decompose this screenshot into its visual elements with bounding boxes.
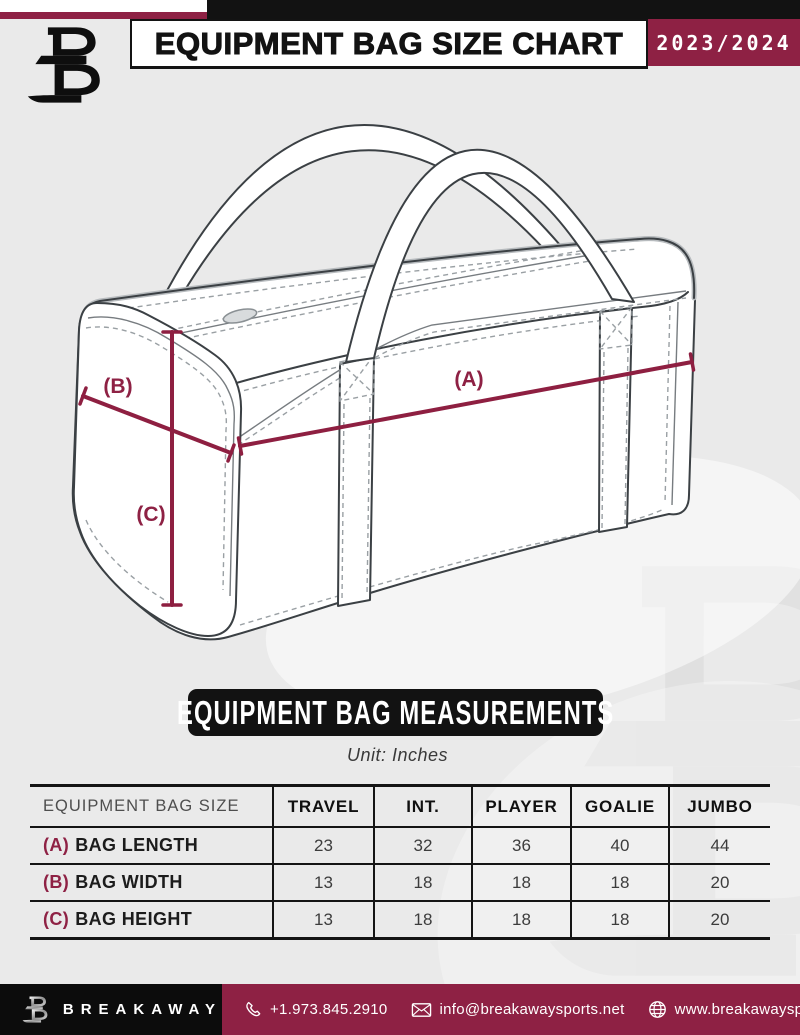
envelope-icon: [411, 1002, 431, 1017]
value-cell-height-int: 18: [373, 900, 471, 937]
value-cell-length-jumbo: 44: [668, 826, 770, 863]
measurement-arrow-a: [238, 360, 694, 448]
value-cell-height-travel: 13: [272, 900, 373, 937]
zipper-pull: [222, 308, 258, 324]
value-cell-height-goalie: 18: [570, 900, 668, 937]
brand-name: BREAKAWAY: [62, 1001, 222, 1018]
top-strip-maroon: [0, 12, 207, 19]
value-cell-length-player: 36: [471, 826, 570, 863]
top-bar-black: [207, 0, 800, 19]
measurement-label-c: (C): [136, 503, 165, 526]
title-box: EQUIPMENT BAG SIZE CHART: [130, 19, 648, 69]
phone-contact: +1.973.845.2910: [244, 1001, 388, 1018]
website-contact: www.breakawaysports.net: [648, 1000, 800, 1019]
unit-label: Unit: Inches: [346, 745, 449, 765]
phone-number[interactable]: +1.973.845.2910: [270, 1001, 388, 1018]
season-label: 2023/2024: [656, 30, 792, 55]
column-header-int: INT.: [373, 787, 471, 826]
website-url[interactable]: www.breakawaysports.net: [674, 1001, 800, 1018]
phone-icon: [246, 1001, 261, 1017]
value-cell-length-travel: 23: [272, 826, 373, 863]
row-label-bag-height: (C) BAG HEIGHT: [30, 900, 272, 937]
row-label-bag-width: (B) BAG WIDTH: [30, 863, 272, 900]
footer-brand-block: BREAKAWAY: [0, 984, 222, 1035]
measurement-arrow-b: [81, 394, 233, 455]
value-cell-length-int: 32: [373, 826, 471, 863]
email-contact: info@breakawaysports.net: [411, 1001, 625, 1018]
top-strip-white: [0, 0, 207, 12]
column-header-player: PLAYER: [471, 787, 570, 826]
footer-bar: BREAKAWAY +1.973.845.2910 info@breakaway…: [0, 984, 800, 1035]
measurement-label-b: (B): [103, 375, 132, 398]
value-cell-width-goalie: 18: [570, 863, 668, 900]
value-cell-width-player: 18: [471, 863, 570, 900]
measurement-label-a: (A): [454, 368, 483, 391]
row-label-bag-length: (A) BAG LENGTH: [30, 826, 272, 863]
value-cell-height-player: 18: [471, 900, 570, 937]
value-cell-width-jumbo: 20: [668, 863, 770, 900]
footer-contact-block: +1.973.845.2910 info@breakawaysports.net…: [222, 984, 800, 1035]
globe-icon: [648, 1001, 666, 1018]
row-prefix-c: (C): [43, 909, 70, 929]
value-cell-length-goalie: 40: [570, 826, 668, 863]
column-header-jumbo: JUMBO: [668, 787, 770, 826]
value-cell-width-travel: 13: [272, 863, 373, 900]
email-address[interactable]: info@breakawaysports.net: [439, 1001, 625, 1018]
table-size-header: EQUIPMENT BAG SIZE: [43, 797, 240, 815]
column-header-travel: TRAVEL: [272, 787, 373, 826]
page-title: EQUIPMENT BAG SIZE CHART: [154, 25, 624, 61]
value-cell-height-jumbo: 20: [668, 900, 770, 937]
row-prefix-a: (A): [43, 835, 70, 855]
section-banner: EQUIPMENT BAG MEASUREMENTS: [177, 689, 613, 736]
column-header-goalie: GOALIE: [570, 787, 668, 826]
value-cell-width-int: 18: [373, 863, 471, 900]
brand-logo-icon: [27, 27, 100, 103]
size-table: EQUIPMENT BAG SIZE TRAVEL INT. PLAYER GO…: [30, 784, 770, 940]
season-badge: 2023/2024: [648, 19, 800, 66]
row-prefix-b: (B): [43, 872, 70, 892]
section-banner-title: EQUIPMENT BAG MEASUREMENTS: [176, 693, 615, 731]
brand-logo-icon: [22, 996, 48, 1023]
